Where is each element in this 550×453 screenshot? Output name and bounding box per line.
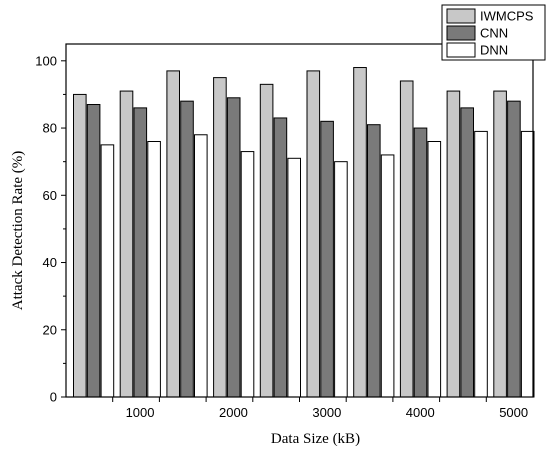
- bar-iwmcps-4000: [399, 80, 414, 398]
- y-tick-label-80: 80: [43, 121, 57, 136]
- x-tick-label-2000: 2000: [219, 405, 248, 420]
- y-axis-title: Attack Detection Rate (%): [10, 151, 26, 311]
- bar-dnn-3500: [380, 154, 395, 398]
- y-tick-label-60: 60: [43, 188, 57, 203]
- x-tick-label-1000: 1000: [126, 405, 155, 420]
- legend-swatch-dnn: [446, 42, 476, 58]
- legend: IWMCPS CNN DNN: [441, 4, 546, 61]
- legend-label-dnn: DNN: [480, 43, 508, 58]
- bar-cnn-1000: [133, 107, 148, 398]
- bar-cnn-1500: [180, 100, 194, 398]
- bar-dnn-1500: [194, 134, 208, 398]
- y-tick-label-0: 0: [50, 390, 57, 405]
- bar-dnn-1000: [147, 141, 161, 398]
- x-axis-title: Data Size (kB): [271, 431, 360, 447]
- y-tick-label-20: 20: [43, 322, 57, 337]
- legend-label-cnn: CNN: [480, 26, 508, 41]
- ticks-layer: 0 20 40 60 80 100 1000 2000 3000 4000 5000: [35, 53, 528, 420]
- bar-cnn-3000: [320, 120, 334, 398]
- bar-dnn-3000: [334, 161, 348, 398]
- bar-cnn-4500: [460, 107, 474, 398]
- bar-iwmcps-1500: [166, 70, 180, 398]
- bar-dnn-4500: [474, 130, 488, 398]
- x-tick-label-5000: 5000: [499, 405, 528, 420]
- x-tick-label-3000: 3000: [312, 405, 341, 420]
- bar-iwmcps-5000: [493, 90, 507, 398]
- y-tick-label-40: 40: [43, 255, 57, 270]
- bar-iwmcps-2000: [213, 77, 227, 398]
- bar-iwmcps-3500: [353, 67, 367, 398]
- y-tick-label-100: 100: [35, 53, 57, 68]
- bar-dnn-5000: [520, 130, 535, 398]
- bar-iwmcps-1000: [119, 90, 134, 398]
- legend-label-iwmcps: IWMCPS: [480, 9, 534, 24]
- legend-swatch-cnn: [446, 25, 476, 41]
- bar-dnn-4000: [427, 141, 442, 398]
- bar-cnn-4000: [413, 127, 428, 398]
- bar-cnn-5000: [507, 100, 521, 398]
- x-tick-label-4000: 4000: [406, 405, 435, 420]
- bar-dnn-2000: [240, 151, 255, 398]
- bar-dnn-500: [100, 144, 115, 398]
- legend-swatch-iwmcps: [446, 8, 476, 24]
- bar-dnn-2500: [287, 157, 301, 398]
- bar-iwmcps-2500: [259, 83, 274, 398]
- bar-cnn-500: [86, 104, 101, 398]
- bar-cnn-2500: [273, 117, 288, 398]
- bar-iwmcps-3000: [306, 70, 321, 398]
- bar-iwmcps-500: [73, 93, 87, 398]
- bars-layer: [73, 67, 535, 398]
- bar-cnn-3500: [367, 124, 381, 398]
- bar-iwmcps-4500: [446, 90, 461, 398]
- bar-cnn-2000: [226, 97, 241, 398]
